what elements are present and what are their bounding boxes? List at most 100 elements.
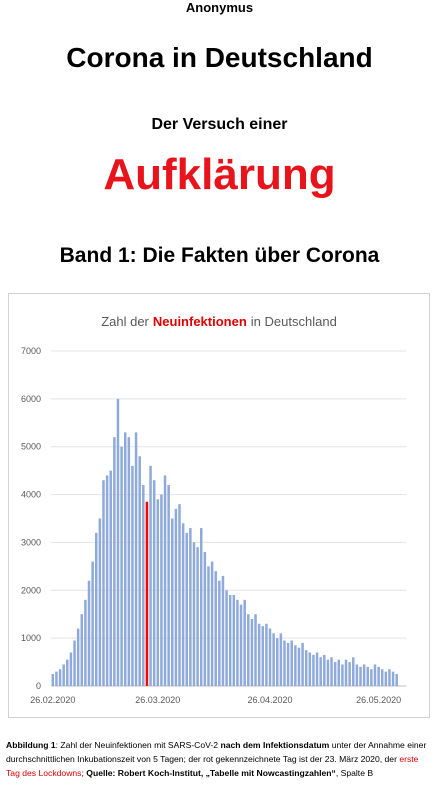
bar	[196, 547, 199, 686]
x-tick-label: 26.04.2020	[247, 695, 292, 705]
bar	[333, 662, 337, 686]
bar	[145, 501, 149, 686]
caption-run: Abbildung 1	[6, 740, 56, 750]
bar	[377, 666, 380, 686]
x-tick-label: 26.03.2020	[135, 695, 180, 705]
author: Anonymus	[185, 0, 254, 15]
bar	[330, 657, 333, 686]
y-tick-label: 0	[36, 681, 41, 691]
bar	[73, 640, 76, 686]
caption-run: nach dem Infektionsdatum	[220, 740, 330, 750]
bar	[370, 669, 373, 686]
bar	[391, 671, 395, 686]
bar	[304, 650, 308, 686]
bar	[174, 508, 178, 686]
bar	[341, 664, 344, 686]
bar	[167, 485, 170, 686]
bar	[283, 640, 286, 686]
bar	[58, 669, 62, 686]
bar	[279, 633, 283, 686]
bar	[380, 669, 384, 686]
caption-run: Quelle: Robert Koch-Institut, „Tabelle m…	[86, 768, 336, 778]
y-tick-label: 5000	[21, 442, 41, 452]
bar	[395, 674, 398, 686]
bar	[268, 628, 272, 686]
bar	[297, 647, 301, 686]
bar	[189, 528, 192, 686]
bar	[359, 666, 362, 686]
bar	[116, 398, 120, 686]
bar	[84, 599, 87, 686]
bar	[127, 437, 131, 686]
headline: Aufklärung	[103, 150, 336, 199]
caption-run: ;	[81, 768, 87, 778]
bar	[239, 604, 243, 686]
bar	[294, 645, 297, 686]
y-tick-label: 1000	[21, 633, 41, 643]
bar	[171, 518, 174, 686]
bar	[91, 561, 94, 686]
bar	[355, 664, 359, 686]
bar	[276, 638, 279, 686]
x-tick-label: 26.02.2020	[30, 695, 75, 705]
bar	[109, 470, 112, 686]
band: Band 1: Die Fakten über Corona	[59, 244, 380, 267]
bar	[225, 590, 228, 686]
bar	[178, 504, 181, 686]
bar	[131, 465, 134, 686]
caption: Abbildung 1: Zahl der Neuinfektionen mit…	[6, 738, 434, 780]
bar	[55, 671, 58, 686]
bar	[149, 465, 152, 686]
bar	[192, 542, 196, 686]
bar	[120, 446, 123, 686]
title-part: in Deutschland	[251, 314, 337, 329]
bar	[301, 642, 304, 686]
title-part: Neuinfektionen	[153, 314, 247, 329]
bar	[160, 494, 163, 686]
bar	[315, 652, 319, 686]
bar	[323, 654, 326, 686]
bar	[152, 480, 156, 686]
chart-frame: Zahl der Neuinfektionen in Deutschland 0 100…	[8, 293, 430, 718]
bar	[286, 642, 290, 686]
bar	[243, 599, 246, 686]
y-tick-label: 7000	[21, 346, 41, 356]
bar	[138, 456, 141, 686]
bar	[221, 575, 225, 686]
bar	[66, 659, 69, 686]
bar	[76, 628, 80, 686]
bar	[80, 614, 84, 686]
bar	[134, 432, 138, 686]
caption-run: erste Tag des Lockdowns	[6, 754, 421, 778]
bar	[236, 599, 239, 686]
bar	[210, 561, 214, 686]
caption-run: , Spalte B	[335, 768, 374, 778]
bar	[366, 666, 369, 686]
bar	[207, 566, 210, 686]
caption-run: : Zahl der Neuinfektionen mit SARS-CoV-2	[55, 740, 221, 750]
bar	[344, 659, 348, 686]
bar	[247, 614, 250, 686]
bar	[181, 523, 185, 686]
bar	[254, 614, 257, 686]
subtitle: Der Versuch einer	[151, 116, 288, 133]
bar	[62, 664, 65, 686]
bar	[232, 595, 236, 686]
bar	[156, 499, 160, 686]
bar	[265, 623, 268, 686]
bar	[308, 652, 312, 686]
bar	[105, 475, 109, 686]
bar	[319, 657, 322, 686]
bar	[51, 674, 55, 686]
bar	[261, 626, 265, 686]
y-tick-label: 4000	[21, 490, 41, 500]
bar	[272, 633, 275, 686]
bar	[388, 669, 391, 686]
bar	[203, 552, 207, 686]
bar	[102, 480, 105, 686]
y-tick-label: 2000	[21, 585, 41, 595]
x-tick-label: 26.05.2020	[356, 695, 401, 705]
bar	[87, 580, 91, 686]
bar	[185, 532, 188, 686]
